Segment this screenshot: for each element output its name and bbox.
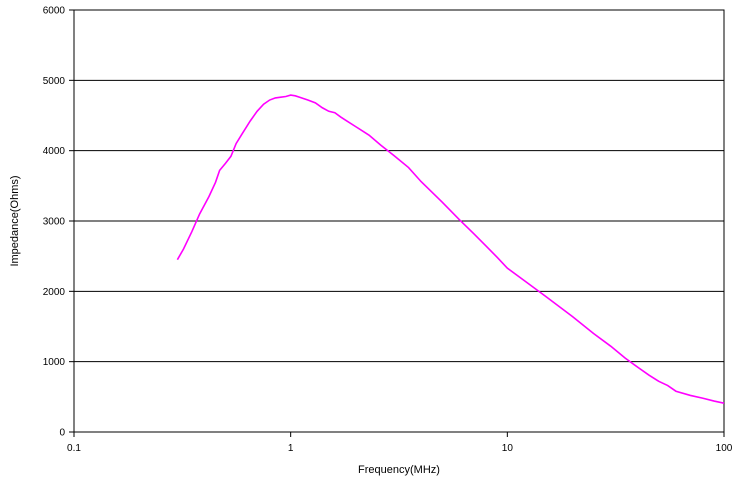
- x-tick-label: 1: [288, 443, 294, 454]
- x-tick-label: 10: [502, 443, 514, 454]
- grid-lines: [74, 9, 724, 433]
- y-tick-label: 3000: [43, 217, 66, 228]
- x-axis-title: Frequency(MHz): [358, 464, 440, 476]
- y-axis-title: Impedance(Ohms): [9, 175, 21, 266]
- y-axis: 0 1000 2000 3000 4000 5000 6000: [43, 6, 74, 439]
- x-axis: 0.1 1 10 100: [67, 432, 733, 454]
- y-tick-label: 4000: [43, 146, 66, 157]
- x-tick-label: 100: [716, 443, 733, 454]
- x-tick-label: 0.1: [67, 443, 81, 454]
- y-tick-label: 5000: [43, 76, 66, 87]
- y-tick-label: 6000: [43, 6, 66, 17]
- y-tick-label: 2000: [43, 287, 66, 298]
- y-tick-label: 0: [59, 428, 65, 439]
- impedance-series-line: [176, 94, 725, 404]
- y-tick-label: 1000: [43, 357, 66, 368]
